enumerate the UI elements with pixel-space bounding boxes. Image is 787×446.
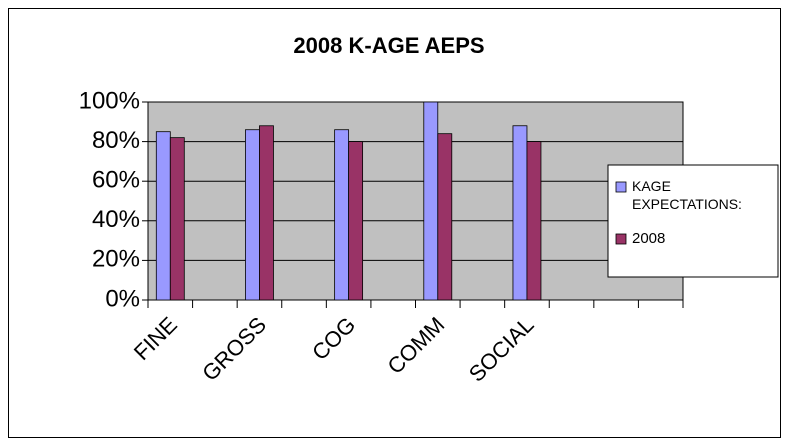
bar [437, 133, 453, 301]
bar [155, 131, 171, 301]
y-tick-label: 100% [79, 87, 140, 114]
chart-title: 2008 K-AGE AEPS [293, 33, 484, 58]
y-tick-label: 20% [92, 246, 140, 273]
bar [334, 129, 350, 301]
plot-area [147, 101, 684, 301]
bar [512, 125, 528, 301]
legend-swatch [615, 233, 627, 245]
legend-label: KAGE EXPECTATIONS: [632, 178, 742, 212]
bar [245, 129, 260, 301]
bar [348, 141, 364, 301]
bar [423, 101, 439, 301]
legend-swatch [615, 181, 627, 193]
bar [259, 125, 274, 301]
legend-box [607, 164, 779, 278]
y-tick-label: 40% [92, 206, 140, 233]
bar [169, 137, 185, 301]
legend-label: 2008 [632, 230, 665, 247]
y-tick-label: 80% [92, 127, 140, 154]
bar [526, 141, 542, 301]
y-tick-label: 60% [92, 167, 140, 194]
y-tick-label: 0% [105, 285, 140, 312]
